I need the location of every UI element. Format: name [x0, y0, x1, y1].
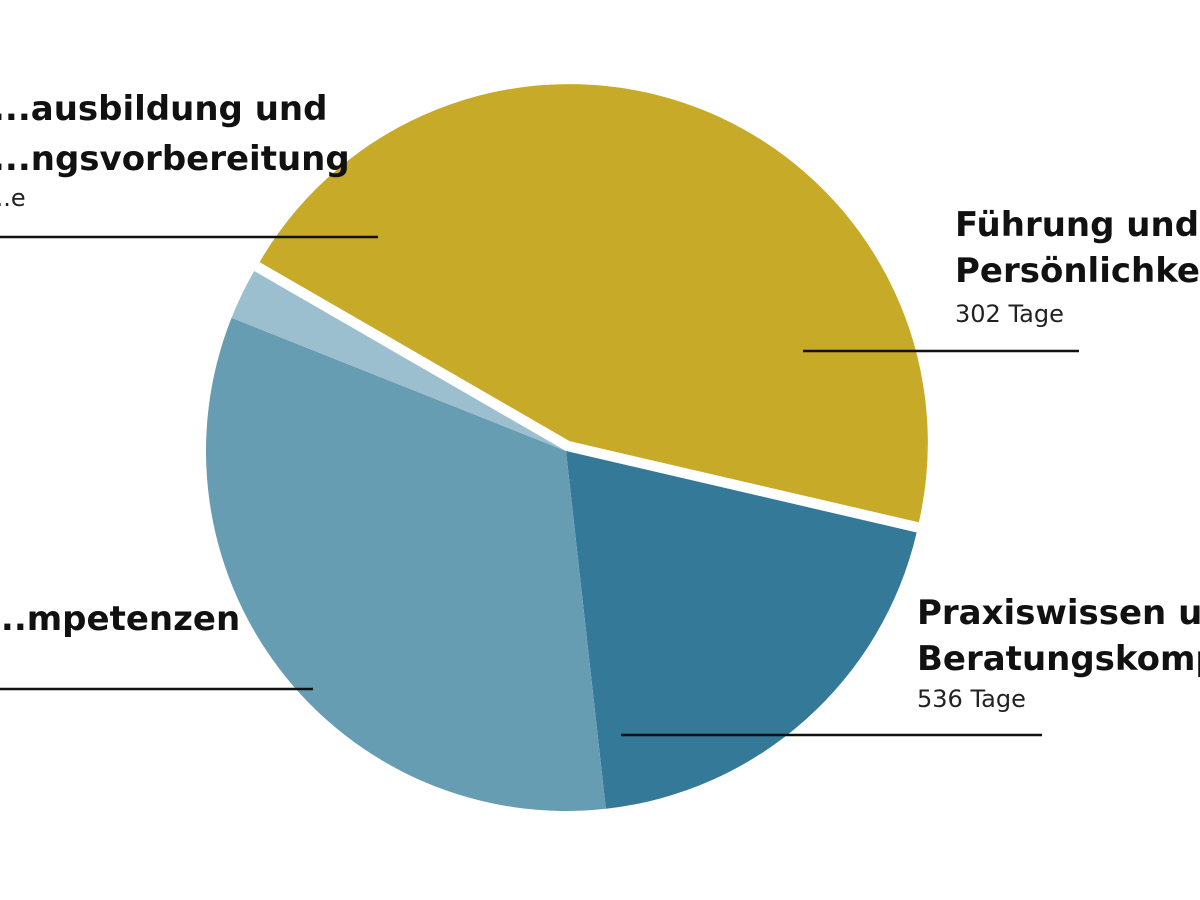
- value-ausbildung: ...e: [0, 184, 26, 212]
- label-fuehrung-line1: Führung und: [955, 205, 1199, 245]
- pie-slice-2: [206, 317, 606, 811]
- label-praxiswissen-line2: Beratungskomp...: [917, 639, 1200, 679]
- label-ausbildung-line2: ...ngsvorbereitung: [0, 139, 350, 179]
- value-praxiswissen: 536 Tage: [917, 685, 1026, 713]
- pie-slice-3: [231, 271, 566, 451]
- pie-slice-0: [255, 81, 931, 526]
- label-kompetenzen-line1: ...mpetenzen: [0, 599, 240, 639]
- leader-lines: [0, 235, 1079, 737]
- label-ausbildung-line1: ...ausbildung und: [0, 89, 327, 129]
- value-fuehrung: 302 Tage: [955, 300, 1064, 328]
- label-fuehrung-line2: Persönlichkei...: [955, 251, 1200, 291]
- pie-slice-1: [566, 451, 917, 809]
- slice-labels: ...ausbildung und ...ngsvorbereitung ...…: [0, 89, 1200, 713]
- label-praxiswissen-line1: Praxiswissen u...: [917, 593, 1200, 633]
- pie-slices: [206, 81, 931, 811]
